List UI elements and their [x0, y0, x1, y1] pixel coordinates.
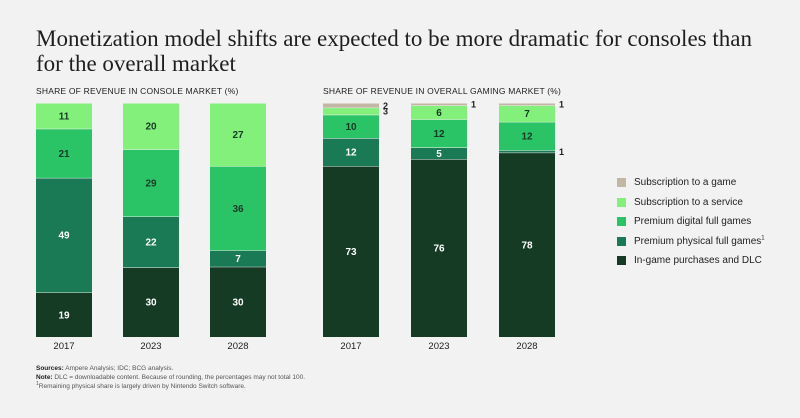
overall-bar-2017-premium-digital	[323, 114, 379, 139]
overall-bar-2023-subscription-service	[411, 105, 467, 120]
footer: Sources: Ampere Analysis; IDC; BCG analy…	[36, 364, 305, 391]
console-bar-2017-premium-digital	[36, 128, 92, 178]
console-bar-2023-in-game	[123, 267, 179, 337]
console-bar-2028-premium-digital	[210, 166, 266, 251]
data-label-outside: 1	[559, 147, 564, 157]
overall-bar-2017-premium-physical	[323, 138, 379, 167]
data-label: 22	[145, 238, 157, 249]
overall-bar-2028-premium-digital	[499, 121, 555, 151]
data-label: 36	[232, 204, 244, 215]
data-label: 7	[235, 254, 241, 265]
console-bar-2023-subscription-service	[123, 103, 179, 150]
overall-bar-2017-in-game	[323, 166, 379, 337]
overall-bar-2028-subscription-service	[499, 105, 555, 122]
data-label: 12	[433, 129, 445, 140]
data-label: 12	[345, 148, 357, 159]
overall-category-label: 2023	[428, 341, 449, 352]
data-label: 5	[436, 149, 442, 160]
data-label: 11	[59, 111, 70, 122]
data-label: 49	[58, 231, 70, 242]
legend: Subscription to a game Subscription to a …	[617, 173, 765, 271]
console-bar-2017-in-game	[36, 292, 92, 337]
data-label-outside: 3	[383, 107, 388, 117]
console-chart-subtitle: SHARE OF REVENUE IN CONSOLE MARKET (%)	[36, 86, 239, 96]
console-bar-2017-premium-physical	[36, 177, 92, 293]
overall-category-label: 2017	[340, 341, 361, 352]
data-label: 78	[521, 240, 533, 251]
data-label: 76	[433, 244, 445, 255]
console-bar-2028-subscription-service	[210, 103, 266, 167]
console-bar-2028-premium-physical	[210, 250, 266, 267]
overall-bar-2023-subscription-game	[411, 103, 467, 106]
data-label: 10	[345, 122, 357, 133]
legend-label: Premium physical full games1	[634, 235, 765, 247]
data-label-outside: 2	[383, 101, 388, 111]
data-label: 12	[521, 132, 533, 143]
legend-item-premium-physical: Premium physical full games1	[617, 232, 765, 252]
console-bar-2028-in-game	[210, 266, 266, 337]
legend-item-subscription-service: Subscription to a service	[617, 193, 765, 213]
data-label: 29	[145, 178, 157, 189]
data-label-outside: 1	[471, 100, 476, 110]
data-label: 30	[145, 298, 157, 309]
data-label-outside: 1	[559, 100, 564, 110]
console-bar-2023-premium-physical	[123, 216, 179, 268]
overall-bar-2023-premium-physical	[411, 147, 467, 160]
overall-bar-2023-in-game	[411, 159, 467, 337]
legend-label: In-game purchases and DLC	[634, 255, 762, 267]
overall-category-label: 2028	[516, 341, 537, 352]
data-label: 6	[436, 108, 442, 119]
legend-label: Subscription to a service	[634, 196, 743, 208]
legend-swatch	[617, 178, 626, 188]
console-category-label: 2028	[227, 341, 248, 352]
data-label: 27	[232, 130, 244, 141]
console-category-label: 2017	[53, 341, 74, 352]
legend-swatch	[617, 236, 626, 246]
legend-item-subscription-game: Subscription to a game	[617, 173, 765, 193]
legend-swatch	[617, 217, 626, 227]
console-bar-2023-premium-digital	[123, 149, 179, 217]
data-label: 7	[524, 109, 530, 120]
note-line: Note: DLC = downloadable content. Becaus…	[36, 374, 306, 381]
overall-bar-2017-subscription-service	[323, 107, 379, 115]
data-label: 30	[232, 297, 244, 308]
sources-line: Sources: Ampere Analysis; IDC; BCG analy…	[36, 365, 174, 372]
data-label: 20	[145, 122, 157, 133]
overall-bar-2028-premium-physical	[499, 150, 555, 153]
overall-chart-subtitle: SHARE OF REVENUE IN OVERALL GAMING MARKE…	[323, 86, 562, 96]
data-label: 73	[345, 247, 357, 258]
legend-label: Premium digital full games	[634, 216, 752, 228]
data-label: 21	[58, 149, 70, 160]
legend-item-premium-digital: Premium digital full games	[617, 212, 765, 232]
data-label: 19	[58, 310, 70, 321]
console-bar-2017-subscription-service	[36, 103, 92, 129]
overall-bar-2023-premium-digital	[411, 119, 467, 148]
legend-swatch	[617, 256, 626, 266]
console-category-label: 2023	[140, 341, 161, 352]
legend-label: Subscription to a game	[634, 177, 737, 189]
footnote-line: 1Remaining physical share is largely dri…	[36, 380, 246, 390]
overall-bar-2028-in-game	[499, 152, 555, 337]
legend-swatch	[617, 197, 626, 207]
chart-title: Monetization model shifts are expected t…	[36, 26, 752, 76]
legend-item-in-game: In-game purchases and DLC	[617, 251, 765, 271]
overall-bar-2028-subscription-game	[499, 103, 555, 106]
overall-bar-2017-subscription-game	[323, 103, 379, 108]
